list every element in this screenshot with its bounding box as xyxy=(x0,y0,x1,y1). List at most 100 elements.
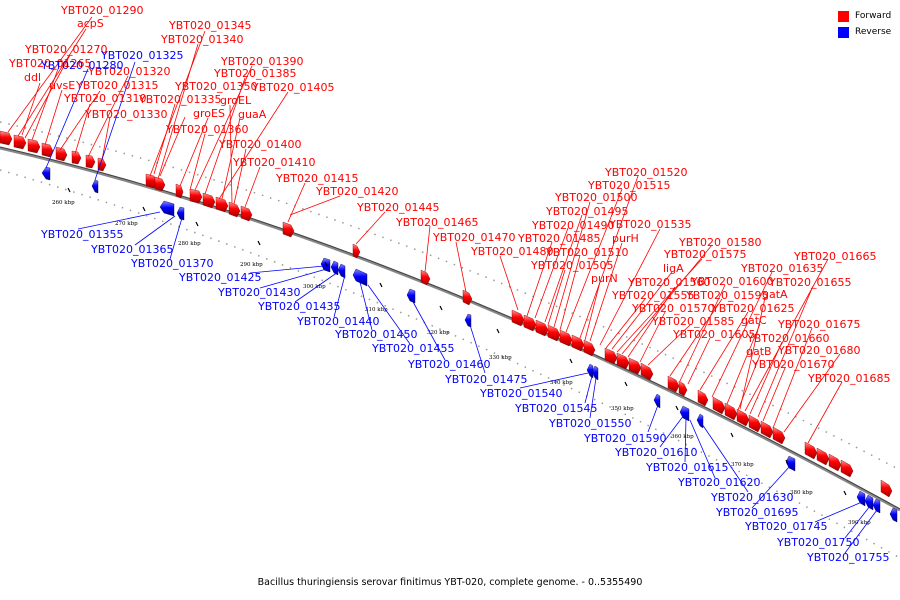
gene-label[interactable]: YBT020_01585 xyxy=(651,315,734,328)
gene-label[interactable]: YBT020_01680 xyxy=(777,344,860,357)
gene-forward[interactable] xyxy=(760,420,774,439)
gene-label[interactable]: YBT020_01535 xyxy=(608,218,691,231)
gene-label[interactable]: YBT020_01600 xyxy=(690,275,773,288)
gene-label[interactable]: YBT020_01695 xyxy=(715,506,798,519)
gene-forward[interactable] xyxy=(189,188,203,204)
gene-reverse[interactable] xyxy=(330,260,339,276)
gene-label[interactable]: YBT020_01445 xyxy=(356,201,439,214)
gene-label[interactable]: groEL xyxy=(220,94,252,107)
gene-reverse[interactable] xyxy=(591,365,599,381)
gene-label[interactable]: YBT020_01745 xyxy=(744,520,827,533)
gene-forward[interactable] xyxy=(571,334,585,352)
gene-label[interactable]: YBT020_01370 xyxy=(130,257,213,270)
gene-reverse[interactable] xyxy=(176,206,185,221)
gene-label[interactable]: YBT020_01635 xyxy=(740,262,823,275)
gene-label[interactable]: YBT020_01425 xyxy=(178,271,261,284)
gene-label[interactable]: YBT020_01660 xyxy=(746,332,829,345)
gene-label[interactable]: YBT020_01465 xyxy=(395,216,478,229)
gene-forward[interactable] xyxy=(678,380,688,397)
gene-label[interactable]: YBT020_01520 xyxy=(604,166,687,179)
gene-label[interactable]: YBT020_01605 xyxy=(672,328,755,341)
gene-label[interactable]: YBT020_01495 xyxy=(545,205,628,218)
gene-label[interactable]: YBT020_01750 xyxy=(776,536,859,549)
gene-label[interactable]: YBT020_01630 xyxy=(710,491,793,504)
gene-label[interactable]: YBT020_01315 xyxy=(75,79,158,92)
gene-label[interactable]: gatA xyxy=(762,288,788,301)
gene-forward[interactable] xyxy=(559,329,573,347)
gene-label[interactable]: gatC xyxy=(741,314,767,327)
gene-forward[interactable] xyxy=(724,402,738,421)
gene-label[interactable]: YBT020_01545 xyxy=(514,402,597,415)
gene-label[interactable]: YBT020_01340 xyxy=(160,33,243,46)
gene-label[interactable]: YBT020_01485 xyxy=(517,232,600,245)
gene-reverse[interactable] xyxy=(856,490,866,507)
gene-forward[interactable] xyxy=(240,205,253,222)
gene-label[interactable]: YBT020_01610 xyxy=(614,446,697,459)
gene-label[interactable]: YBT020_01570 xyxy=(631,302,714,315)
gene-label[interactable]: YBT020_01540 xyxy=(479,387,562,400)
gene-forward[interactable] xyxy=(840,459,854,478)
gene-label[interactable]: YBT020_01410 xyxy=(232,156,315,169)
gene-forward[interactable] xyxy=(71,150,82,165)
gene-label[interactable]: YBT020_01510 xyxy=(545,246,628,259)
gene-label[interactable]: YBT020_01655 xyxy=(768,276,851,289)
gene-label[interactable]: YBT020_01320 xyxy=(87,65,170,78)
gene-forward[interactable] xyxy=(712,396,726,415)
gene-reverse[interactable] xyxy=(696,413,704,429)
gene-label[interactable]: YBT020_01620 xyxy=(677,476,760,489)
gene-forward[interactable] xyxy=(697,389,709,407)
gene-label[interactable]: YBT020_01685 xyxy=(807,372,890,385)
gene-forward[interactable] xyxy=(523,314,537,332)
gene-reverse[interactable] xyxy=(586,363,594,379)
gene-forward[interactable] xyxy=(640,362,654,381)
gene-label[interactable]: gatB xyxy=(746,345,772,358)
gene-forward[interactable] xyxy=(748,414,762,433)
gene-label[interactable]: YBT020_01360 xyxy=(165,123,248,136)
gene-label[interactable]: YBT020_01755 xyxy=(806,551,889,564)
gene-reverse[interactable] xyxy=(889,507,898,523)
gene-forward[interactable] xyxy=(616,352,630,370)
gene-label[interactable]: ligA xyxy=(663,262,684,275)
gene-label[interactable]: YBT020_01590 xyxy=(583,432,666,445)
gene-label[interactable]: YBT020_01355 xyxy=(40,228,123,241)
gene-label[interactable]: YBT020_01335 xyxy=(138,93,221,106)
gene-label[interactable]: YBT020_01475 xyxy=(444,373,527,386)
gene-label[interactable]: YBT020_01405 xyxy=(251,81,334,94)
gene-label[interactable]: guaA xyxy=(238,108,267,121)
gene-reverse[interactable] xyxy=(653,393,661,409)
gene-forward[interactable] xyxy=(772,426,786,445)
gene-forward[interactable] xyxy=(55,146,68,162)
gene-label[interactable]: uvsE xyxy=(49,79,75,92)
gene-label[interactable]: YBT020_01415 xyxy=(275,172,358,185)
gene-forward[interactable] xyxy=(828,453,842,472)
gene-label[interactable]: YBT020_01490 xyxy=(531,219,614,232)
gene-forward[interactable] xyxy=(420,269,431,286)
gene-label[interactable]: YBT020_01550 xyxy=(548,417,631,430)
gene-forward[interactable] xyxy=(535,319,549,337)
gene-forward[interactable] xyxy=(511,309,525,327)
gene-label[interactable]: purN xyxy=(591,272,618,285)
gene-forward[interactable] xyxy=(462,289,473,306)
gene-reverse[interactable] xyxy=(864,494,874,511)
gene-label[interactable]: YBT020_01675 xyxy=(777,318,860,331)
gene-label[interactable]: YBT020_01385 xyxy=(213,67,296,80)
gene-label[interactable]: YBT020_01505 xyxy=(530,259,613,272)
gene-label[interactable]: YBT020_01420 xyxy=(315,185,398,198)
gene-label[interactable]: YBT020_01430 xyxy=(217,286,300,299)
gene-label[interactable]: YBT020_01480 xyxy=(470,245,553,258)
gene-forward[interactable] xyxy=(628,357,642,375)
gene-label[interactable]: YBT020_01400 xyxy=(218,138,301,151)
gene-forward[interactable] xyxy=(282,221,295,238)
gene-reverse[interactable] xyxy=(352,268,368,287)
gene-label[interactable]: YBT020_01615 xyxy=(645,461,728,474)
gene-reverse[interactable] xyxy=(872,498,881,514)
gene-label[interactable]: YBT020_01580 xyxy=(678,236,761,249)
gene-reverse[interactable] xyxy=(91,179,99,194)
gene-label[interactable]: YBT020_01310 xyxy=(63,92,146,105)
gene-reverse[interactable] xyxy=(41,166,51,181)
gene-forward[interactable] xyxy=(804,441,818,460)
gene-forward[interactable] xyxy=(736,408,750,427)
gene-label[interactable]: groES xyxy=(193,107,225,120)
gene-label[interactable]: YBT020_01670 xyxy=(751,358,834,371)
gene-label[interactable]: YBT020_01575 xyxy=(663,248,746,261)
